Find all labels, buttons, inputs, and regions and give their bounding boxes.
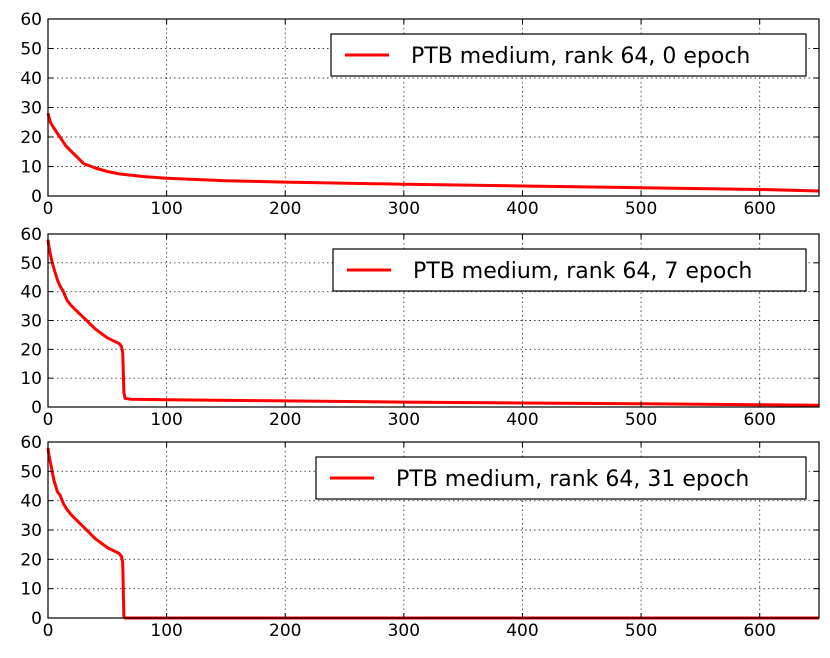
y-tick-label: 20 — [20, 340, 42, 360]
x-tick-label: 0 — [43, 621, 54, 641]
x-tick-label: 200 — [269, 621, 301, 641]
legend-box — [315, 456, 807, 500]
x-tick-label: 400 — [506, 410, 538, 430]
y-tick-label: 20 — [20, 550, 42, 570]
y-tick-label: 0 — [31, 187, 42, 207]
x-tick-label: 300 — [388, 621, 420, 641]
y-tick-label: 40 — [20, 283, 42, 303]
legend-label: PTB medium, rank 64, 31 epoch — [396, 467, 749, 492]
y-tick-label: 40 — [20, 69, 42, 89]
x-tick-label: 500 — [625, 199, 657, 219]
legend-box — [332, 248, 807, 292]
y-tick-label: 50 — [20, 462, 42, 482]
y-tick-label: 50 — [20, 254, 42, 274]
y-tick-label: 60 — [20, 225, 42, 245]
y-tick-label: 10 — [20, 369, 42, 389]
legend-box — [330, 33, 807, 77]
x-tick-label: 300 — [388, 410, 420, 430]
series-line-1 — [46, 113, 820, 193]
x-tick-label: 100 — [150, 199, 182, 219]
y-tick-label: 0 — [31, 609, 42, 629]
y-tick-label: 60 — [20, 433, 42, 453]
x-tick-label: 600 — [743, 199, 775, 219]
x-tick-label: 100 — [150, 410, 182, 430]
x-tick-label: 500 — [625, 410, 657, 430]
y-tick-label: 10 — [20, 580, 42, 600]
x-tick-label: 600 — [743, 621, 775, 641]
x-tick-label: 400 — [506, 621, 538, 641]
x-tick-label: 200 — [269, 199, 301, 219]
y-tick-label: 20 — [20, 128, 42, 148]
legend-label: PTB medium, rank 64, 0 epoch — [411, 44, 750, 69]
y-tick-label: 10 — [20, 158, 42, 178]
legend: PTB medium, rank 64, 7 epoch — [332, 248, 807, 292]
x-tick-label: 600 — [743, 410, 775, 430]
series-line-1 — [46, 239, 820, 407]
subplot-3: 0 100 200 300 400 500 600 0 10 20 30 40 50 60 PTB medi… — [20, 433, 820, 641]
legend: PTB medium, rank 64, 0 epoch — [330, 33, 807, 77]
y-tick-label: 50 — [20, 40, 42, 60]
subplot-1: 0 100 200 300 400 500 600 0 10 20 30 40 50 60 PTB medi… — [20, 10, 820, 219]
y-tick-label: 30 — [20, 312, 42, 332]
x-tick-label: 500 — [625, 621, 657, 641]
x-tick-label: 200 — [269, 410, 301, 430]
x-tick-label: 300 — [388, 199, 420, 219]
subplot-2: 0 100 200 300 400 500 600 0 10 20 30 40 50 60 PTB medi… — [20, 225, 820, 430]
y-tick-label: 30 — [20, 521, 42, 541]
x-tick-label: 400 — [506, 199, 538, 219]
legend: PTB medium, rank 64, 31 epoch — [315, 456, 807, 500]
x-tick-label: 0 — [43, 199, 54, 219]
x-tick-label: 100 — [150, 621, 182, 641]
y-tick-label: 60 — [20, 10, 42, 30]
y-tick-label: 0 — [31, 398, 42, 418]
y-tick-label: 30 — [20, 99, 42, 119]
y-tick-label: 40 — [20, 492, 42, 512]
x-tick-label: 0 — [43, 410, 54, 430]
legend-label: PTB medium, rank 64, 7 epoch — [413, 259, 752, 284]
